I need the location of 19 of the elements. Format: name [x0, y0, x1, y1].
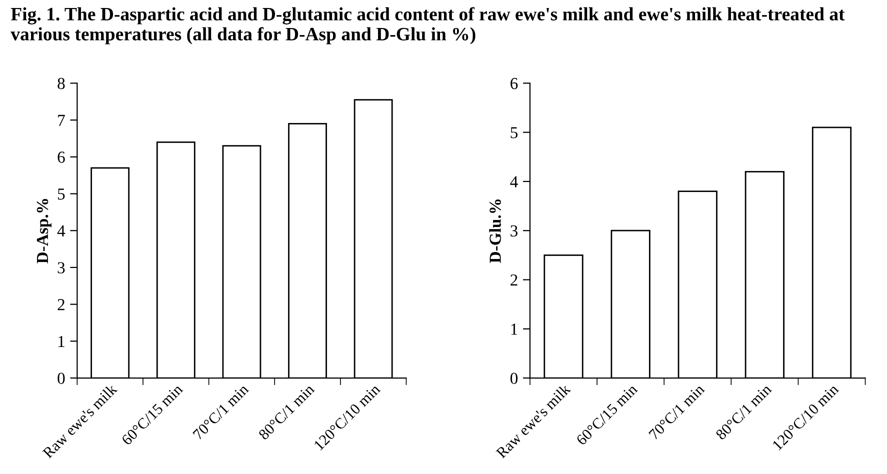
y-tick-label: 8 — [58, 78, 65, 90]
y-tick-label: 3 — [58, 262, 65, 274]
y-tick-label: 6 — [510, 78, 518, 90]
y-tick-label: 0 — [510, 372, 518, 384]
y-tick-label: 6 — [58, 152, 65, 163]
y-tick-label: 2 — [58, 299, 64, 310]
y-axis-title: D-Asp.% — [36, 199, 52, 264]
chart-title: Fig. 1. The D-aspartic acid and D-glutamic acid content of raw ewe's milk and ewe's milk heat-treated at various temperatures (all data for D-Asp and D-Glu in %) — [10, 7, 845, 44]
y-tick-label: 5 — [58, 188, 65, 200]
y-tick-label: 7 — [58, 114, 65, 126]
y-tick-label: 1 — [511, 324, 518, 335]
y-tick-label: 2 — [510, 274, 518, 286]
y-tick-label: 4 — [510, 176, 518, 188]
y-tick-label: 4 — [57, 225, 66, 236]
y-axis-title: D-Glu.% — [489, 200, 501, 263]
y-tick-label: 3 — [510, 225, 518, 237]
y-tick-label: 0 — [58, 372, 65, 384]
y-tick-label: 5 — [510, 127, 518, 138]
y-tick-label: 1 — [58, 336, 64, 347]
